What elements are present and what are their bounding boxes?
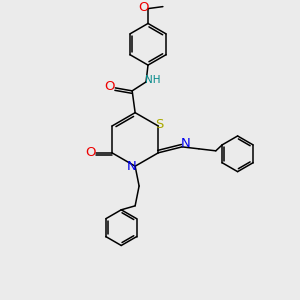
Text: O: O — [138, 1, 148, 14]
Text: NH: NH — [145, 75, 161, 85]
Text: O: O — [104, 80, 115, 93]
Text: N: N — [126, 160, 136, 173]
Text: O: O — [85, 146, 95, 159]
Text: S: S — [155, 118, 164, 130]
Text: N: N — [181, 137, 191, 150]
